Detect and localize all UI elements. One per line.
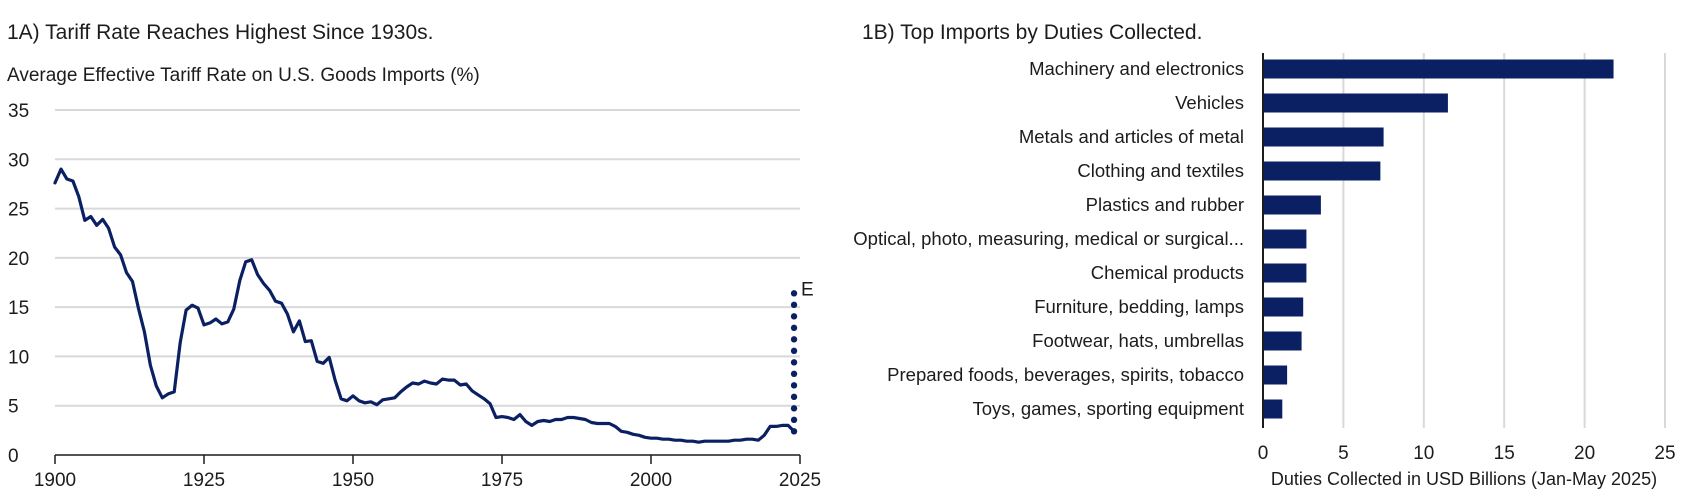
right-gridlines: [1342, 53, 1666, 428]
category-label: Vehicles: [1175, 92, 1244, 113]
bar: [1263, 297, 1304, 317]
left-series: [53, 167, 796, 444]
estimate-dot: [790, 416, 798, 424]
bar: [1263, 161, 1381, 181]
right-x-tick-label: 15: [1494, 443, 1515, 464]
right-x-tick-label: 0: [1258, 443, 1269, 464]
category-label: Chemical products: [1091, 262, 1244, 283]
estimate-dot: [790, 290, 798, 297]
left-panel: 1A) Tariff Rate Reaches Highest Since 19…: [7, 21, 821, 491]
left-chart-subtitle: Average Effective Tariff Rate on U.S. Go…: [7, 65, 480, 86]
tariff-rate-line: [53, 167, 796, 444]
left-estimate: E: [790, 279, 814, 435]
estimate-dot: [790, 405, 798, 412]
estimate-dot: [790, 382, 798, 389]
right-bars: [1263, 59, 1614, 419]
right-x-axis-label: Duties Collected in USD Billions (Jan-Ma…: [1271, 469, 1657, 489]
left-x-tick-label: 1975: [481, 470, 523, 491]
right-category-labels: Machinery and electronics Vehicles Metals …: [853, 58, 1244, 419]
estimate-dot: [790, 370, 798, 378]
left-y-tick-label: 5: [8, 397, 19, 418]
left-x-tick-label: 2025: [779, 470, 821, 491]
left-y-tick-label: 20: [8, 249, 29, 270]
bar: [1263, 399, 1283, 419]
right-chart-title: 1B) Top Imports by Duties Collected.: [862, 21, 1202, 44]
left-y-tick-label: 15: [8, 298, 29, 319]
right-x-tick-label: 5: [1338, 443, 1349, 464]
bar: [1263, 229, 1307, 249]
bar: [1263, 365, 1288, 385]
bar: [1263, 59, 1614, 79]
left-x-tick-label: 2000: [630, 470, 672, 491]
bar: [1263, 331, 1302, 351]
category-label: Footwear, hats, umbrellas: [1032, 330, 1244, 351]
category-label: Prepared foods, beverages, spirits, toba…: [887, 364, 1244, 385]
right-x-tick-label: 10: [1413, 443, 1434, 464]
category-label: Furniture, bedding, lamps: [1034, 296, 1244, 317]
category-label: Metals and articles of metal: [1019, 126, 1244, 147]
category-label: Clothing and textiles: [1077, 160, 1244, 181]
right-panel: 1B) Top Imports by Duties Collected. Mac…: [853, 21, 1675, 489]
bar: [1263, 127, 1384, 147]
estimate-dot: [790, 313, 798, 320]
estimate-dot: [790, 336, 798, 343]
category-label: Machinery and electronics: [1029, 58, 1244, 79]
estimate-label: E: [801, 279, 814, 300]
right-x-tick-labels: 0 5 10 15 20 25: [1258, 443, 1676, 464]
left-y-tick-label: 25: [8, 200, 29, 221]
category-label: Optical, photo, measuring, medical or su…: [853, 228, 1244, 249]
bar: [1263, 195, 1321, 215]
left-y-tick-label: 0: [8, 446, 19, 467]
left-x-tick-label: 1950: [332, 470, 374, 491]
left-y-tick-labels: 0 5 10 15 20 25 30 35: [8, 101, 29, 467]
left-x-tick-label: 1900: [34, 470, 76, 491]
right-x-tick-label: 25: [1654, 443, 1675, 464]
bar: [1263, 263, 1307, 283]
bar: [1263, 93, 1448, 113]
estimate-dot: [790, 359, 798, 366]
category-label: Plastics and rubber: [1086, 194, 1244, 215]
right-x-tick-label: 20: [1574, 443, 1595, 464]
left-y-tick-label: 30: [8, 150, 29, 171]
left-y-tick-label: 10: [8, 347, 29, 368]
left-y-tick-label: 35: [8, 101, 29, 122]
left-chart-title: 1A) Tariff Rate Reaches Highest Since 19…: [7, 21, 433, 44]
estimate-dot: [790, 428, 798, 435]
category-label: Toys, games, sporting equipment: [973, 398, 1244, 419]
estimate-dot: [790, 324, 798, 332]
estimate-dot: [790, 301, 798, 309]
left-x-tick-label: 1925: [183, 470, 225, 491]
left-x-tick-labels: 1900 1925 1950 1975 2000 2025: [34, 455, 821, 491]
estimate-dot: [790, 347, 798, 355]
left-gridlines: [55, 109, 800, 407]
estimate-dot: [790, 393, 798, 401]
